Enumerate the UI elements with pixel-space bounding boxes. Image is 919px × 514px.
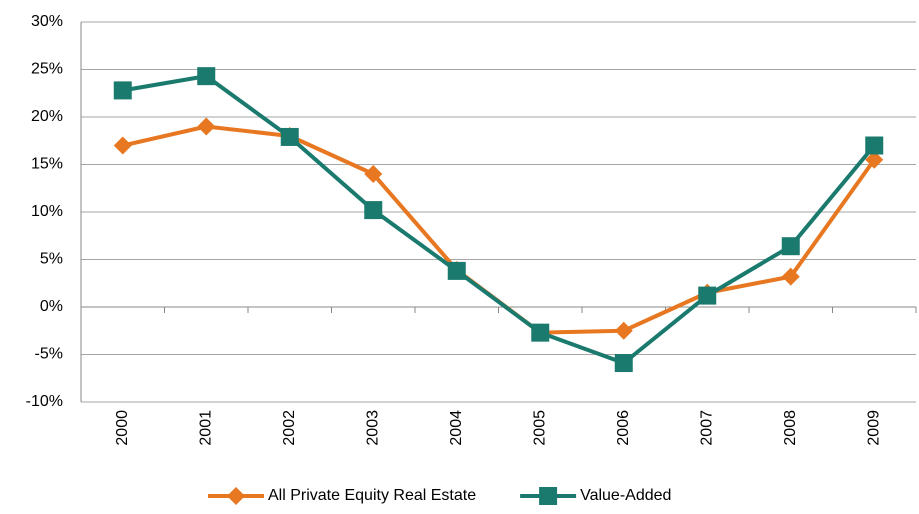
legend-label: All Private Equity Real Estate <box>268 487 476 504</box>
y-tick-label: 25% <box>31 61 63 78</box>
y-tick-label: 10% <box>31 203 63 220</box>
y-tick-label: 20% <box>31 108 63 125</box>
y-tick-label: -5% <box>35 346 63 363</box>
marker <box>447 261 466 280</box>
marker <box>614 354 633 373</box>
marker <box>197 67 216 86</box>
x-tick-label: 2000 <box>114 410 131 446</box>
marker <box>539 487 558 505</box>
marker <box>280 127 299 146</box>
x-tick-label: 2008 <box>782 410 799 446</box>
x-tick-label: 2001 <box>197 410 214 446</box>
marker <box>865 150 884 169</box>
marker <box>781 237 800 256</box>
x-tick-label: 2003 <box>364 410 381 446</box>
x-tick-label: 2004 <box>448 410 465 446</box>
marker <box>113 81 132 100</box>
marker <box>227 487 245 505</box>
marker <box>614 321 633 340</box>
x-tick-label: 2006 <box>615 410 632 446</box>
marker <box>781 267 800 286</box>
marker <box>364 201 383 220</box>
y-tick-label: 5% <box>40 251 63 268</box>
y-tick-label: 30% <box>31 13 63 30</box>
x-tick-label: 2009 <box>865 410 882 446</box>
legend-label: Value-Added <box>580 487 671 504</box>
marker <box>531 323 550 342</box>
marker <box>865 136 884 155</box>
marker <box>364 165 383 183</box>
x-tick-label: 2002 <box>281 410 298 446</box>
marker <box>698 286 717 305</box>
y-tick-label: 15% <box>31 156 63 173</box>
marker <box>197 117 216 136</box>
x-tick-label: 2007 <box>698 410 715 446</box>
x-tick-label: 2005 <box>531 410 548 446</box>
marker <box>113 136 132 155</box>
y-tick-label: 0% <box>40 298 63 315</box>
series-line <box>122 74 876 366</box>
y-tick-label: -10% <box>26 393 63 410</box>
